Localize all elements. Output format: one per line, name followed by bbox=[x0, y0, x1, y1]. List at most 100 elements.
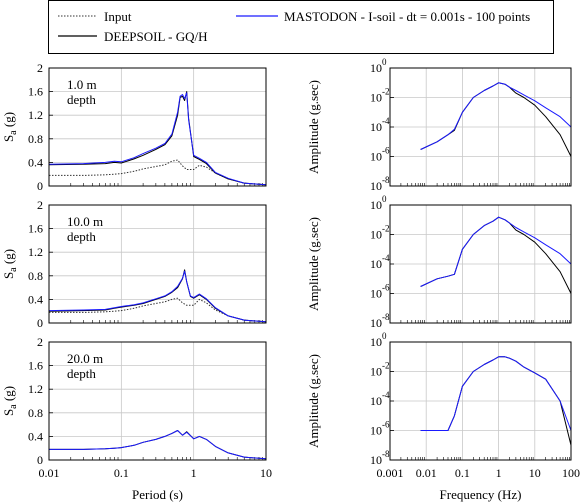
series-line-mastodon bbox=[48, 92, 267, 186]
plot-frame bbox=[48, 204, 267, 324]
tick-label-y-exponent: -8 bbox=[382, 312, 390, 322]
tick-label-x: 0.1 bbox=[114, 466, 129, 480]
tick-label-y: 2 bbox=[37, 335, 43, 349]
tick-label-y: 1.2 bbox=[28, 108, 43, 122]
tick-label-y: 10 bbox=[370, 150, 382, 164]
tick-label-y: 10 bbox=[370, 287, 382, 301]
tick-label-x: 0.1 bbox=[455, 466, 470, 480]
tick-label-y-exponent: -4 bbox=[382, 390, 390, 400]
tick-label-x: 10 bbox=[529, 466, 541, 480]
tick-label-y: 10 bbox=[370, 335, 382, 349]
tick-label-y: 1.2 bbox=[28, 382, 43, 396]
tick-label-y: 0.4 bbox=[28, 429, 43, 443]
tick-label-y: 10 bbox=[370, 453, 382, 467]
tick-label-y: 10 bbox=[370, 179, 382, 193]
axis-label-y: Sa (g) bbox=[1, 249, 19, 279]
depth-annotation: 20.0 m bbox=[67, 351, 103, 366]
legend-frame bbox=[48, 0, 554, 54]
tick-label-y: 0.4 bbox=[28, 292, 43, 306]
tick-label-y-exponent: 0 bbox=[382, 57, 387, 67]
tick-label-y-exponent: -2 bbox=[382, 87, 390, 97]
tick-label-y: 10 bbox=[370, 198, 382, 212]
tick-label-y: 10 bbox=[370, 365, 382, 379]
depth-annotation: depth bbox=[67, 366, 96, 381]
tick-label-y: 1.6 bbox=[28, 359, 43, 373]
tick-label-x: 0.001 bbox=[377, 466, 404, 480]
axis-label-x: Frequency (Hz) bbox=[440, 487, 522, 502]
series-line-mastodon bbox=[420, 82, 572, 150]
tick-label-y-exponent: -4 bbox=[382, 116, 390, 126]
tick-label-x: 10 bbox=[260, 466, 272, 480]
tick-label-y: 2 bbox=[37, 61, 43, 75]
tick-label-y: 10 bbox=[370, 257, 382, 271]
axis-label-y: Amplitude (g.sec) bbox=[306, 80, 321, 174]
panel-spectral-acceleration-20m: 0 0.4 0.8 1.2 1.6 2 0.01 0.1 1 10 Period (s) Sa (g)… bbox=[1, 335, 272, 502]
tick-label-y: 1.2 bbox=[28, 245, 43, 259]
tick-label-y: 10 bbox=[370, 316, 382, 330]
plot-frame bbox=[48, 341, 267, 461]
tick-label-y: 0.8 bbox=[28, 132, 43, 146]
tick-label-y-exponent: -2 bbox=[382, 224, 390, 234]
tick-label-y-exponent: -6 bbox=[382, 283, 390, 293]
legend-label-input: Input bbox=[104, 9, 132, 24]
tick-label-y: 10 bbox=[370, 91, 382, 105]
tick-label-x: 100 bbox=[562, 466, 580, 480]
axis-label-y: Amplitude (g.sec) bbox=[306, 217, 321, 311]
axis-label-y: Sa (g) bbox=[1, 386, 19, 416]
tick-label-y-exponent: 0 bbox=[382, 331, 387, 341]
plot-frame bbox=[389, 204, 572, 324]
tick-label-y: 10 bbox=[370, 120, 382, 134]
tick-label-y: 10 bbox=[370, 61, 382, 75]
tick-label-y-exponent: -6 bbox=[382, 420, 390, 430]
series-line-mastodon bbox=[420, 216, 572, 287]
tick-label-x: 1 bbox=[496, 466, 502, 480]
panel-fourier-amplitude-20m: 10-810-610-410-210 00.001 0.01 0.1 1 10 100Fre… bbox=[306, 331, 580, 502]
tick-label-y: 0.8 bbox=[28, 406, 43, 420]
series-line-deepsoil bbox=[420, 82, 572, 157]
series-line-deepsoil bbox=[48, 269, 267, 323]
tick-label-x: 0.01 bbox=[39, 466, 60, 480]
series-line-mastodon bbox=[420, 356, 572, 431]
tick-label-y-exponent: 0 bbox=[382, 194, 387, 204]
tick-label-y-exponent: -6 bbox=[382, 146, 390, 156]
depth-annotation: depth bbox=[67, 229, 96, 244]
tick-label-y: 1.6 bbox=[28, 85, 43, 99]
tick-label-y: 0 bbox=[37, 179, 43, 193]
depth-annotation: depth bbox=[67, 92, 96, 107]
plot-frame bbox=[389, 67, 572, 187]
tick-label-y: 10 bbox=[370, 394, 382, 408]
tick-label-y-exponent: -2 bbox=[382, 361, 390, 371]
series-line-mastodon bbox=[49, 430, 267, 460]
tick-label-y: 0.4 bbox=[28, 155, 43, 169]
depth-annotation: 10.0 m bbox=[67, 214, 103, 229]
axis-label-y: Sa (g) bbox=[1, 112, 19, 142]
tick-label-y: 2 bbox=[37, 198, 43, 212]
legend-label-mastodon: MASTODON - I-soil - dt = 0.001s - 100 po… bbox=[284, 9, 530, 24]
series-line-input bbox=[49, 297, 267, 323]
plot-frame bbox=[389, 341, 572, 461]
tick-label-y-exponent: -8 bbox=[382, 449, 390, 459]
axis-label-y: Amplitude (g.sec) bbox=[306, 354, 321, 448]
tick-label-y: 0 bbox=[37, 453, 43, 467]
legend: Input DEEPSOIL - GQ/H MASTODON - I-soil … bbox=[48, 0, 554, 54]
tick-label-y-exponent: -4 bbox=[382, 253, 390, 263]
tick-label-x: 0.01 bbox=[416, 466, 437, 480]
axis-label-x: Period (s) bbox=[132, 487, 183, 502]
tick-label-y: 0.8 bbox=[28, 269, 43, 283]
legend-label-deepsoil: DEEPSOIL - GQ/H bbox=[104, 29, 208, 44]
tick-label-y: 10 bbox=[370, 228, 382, 242]
tick-label-x: 1 bbox=[191, 466, 197, 480]
series-line-mastodon bbox=[48, 270, 267, 323]
tick-label-y: 1.6 bbox=[28, 222, 43, 236]
tick-label-y-exponent: -8 bbox=[382, 175, 390, 185]
depth-annotation: 1.0 m bbox=[67, 77, 97, 92]
tick-label-y: 10 bbox=[370, 424, 382, 438]
tick-label-y: 0 bbox=[37, 316, 43, 330]
series-line-deepsoil bbox=[420, 216, 572, 294]
